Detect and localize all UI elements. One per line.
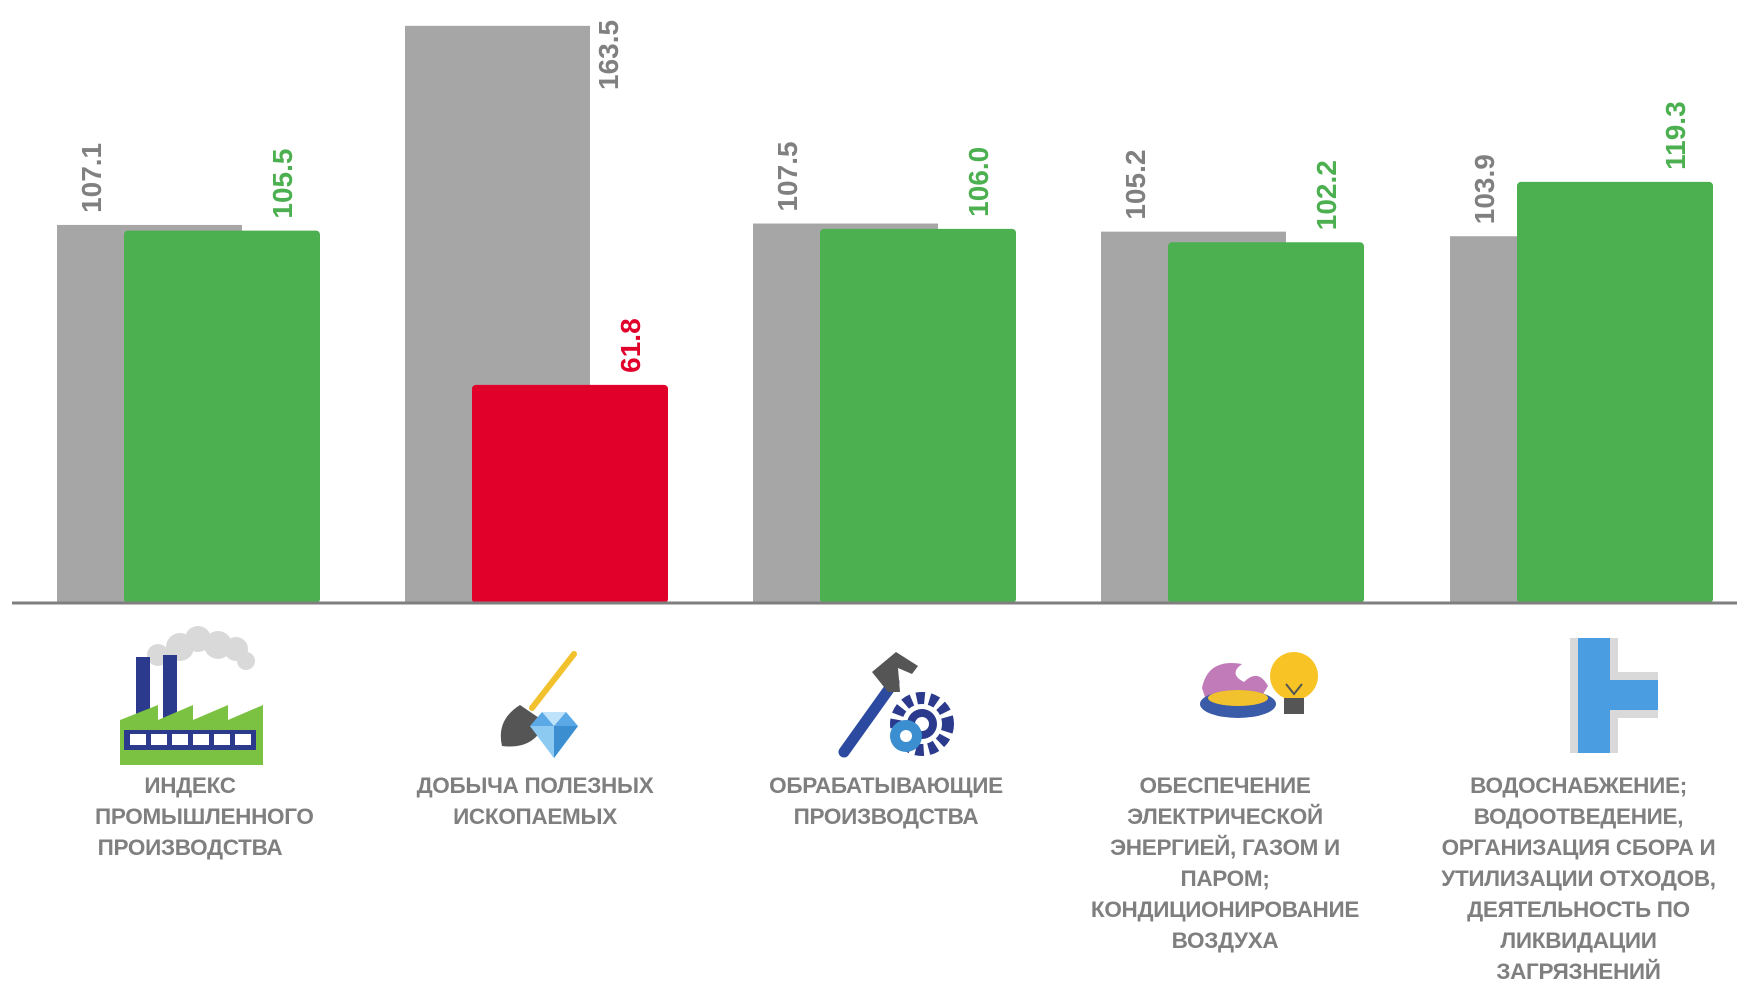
category-label-4: ВОДОСНАБЖЕНИЕ; ВОДООТВЕДЕНИЕ, ОРГАНИЗАЦИ…	[1441, 773, 1716, 984]
shovel-gem-icon	[500, 651, 578, 758]
bar-series-2-2	[820, 228, 1016, 603]
value-label-series-2-4: 119.3	[1660, 101, 1691, 170]
value-label-series-1-3: 105.2	[1120, 150, 1151, 220]
bar-series-2-1	[472, 384, 668, 603]
value-label-series-2-0: 105.5	[267, 149, 298, 219]
value-label-series-2-1: 61.8	[615, 318, 646, 373]
value-label-series-1-1: 163.5	[593, 20, 624, 90]
value-label-series-1-0: 107.1	[76, 143, 107, 213]
category-label-0: ИНДЕКС ПРОМЫШЛЕННОГО ПРОИЗВОДСТВА	[95, 773, 314, 860]
value-label-series-2-2: 106.0	[963, 147, 994, 217]
category-label-2: ОБРАБАТЫВАЮЩИЕ ПРОИЗВОДСТВА	[769, 773, 1003, 829]
bar-series-2-3	[1168, 242, 1364, 603]
value-label-series-1-4: 103.9	[1469, 154, 1500, 224]
category-label-1: ДОБЫЧА ПОЛЕЗНЫХ ИСКОПАЕМЫХ	[416, 773, 654, 829]
gas-bulb-icon	[1200, 652, 1318, 718]
category-label-3: ОБЕСПЕЧЕНИЕ ЭЛЕКТРИЧЕСКОЙ ЭНЕРГИЕЙ, ГАЗО…	[1090, 773, 1360, 953]
factory-icon	[120, 626, 263, 765]
bar-series-2-4	[1517, 181, 1713, 603]
value-label-series-2-3: 102.2	[1311, 160, 1342, 230]
water-pipe-icon	[1570, 638, 1658, 753]
bar-series-2-0	[124, 230, 320, 603]
value-label-series-1-2: 107.5	[772, 141, 803, 211]
hammer-gear-icon	[838, 652, 954, 758]
